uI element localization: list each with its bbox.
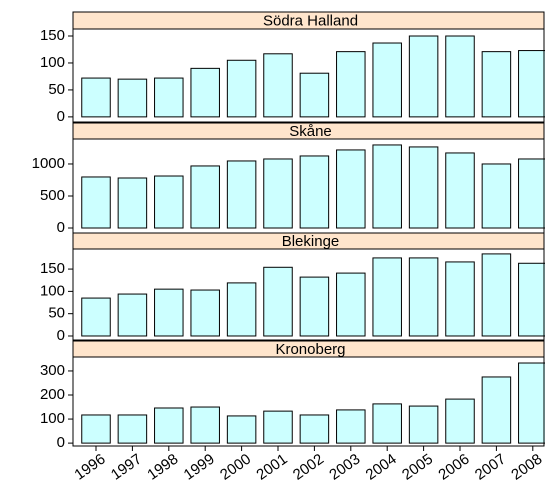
x-tick-label: 1996 <box>71 451 108 484</box>
bar <box>299 155 330 229</box>
bar <box>372 42 402 118</box>
bar <box>226 415 257 444</box>
panel-frame <box>72 356 545 447</box>
bar <box>117 177 148 229</box>
bar <box>481 253 512 337</box>
bar <box>518 158 545 229</box>
x-tick-label: 2003 <box>326 451 363 484</box>
bar <box>190 406 220 444</box>
panel-title: Skåne <box>289 123 332 140</box>
y-tick-label: 50 <box>48 305 65 322</box>
x-tick-label: 2002 <box>290 451 327 484</box>
bar <box>263 410 293 444</box>
bar <box>408 146 439 229</box>
bar <box>518 262 545 337</box>
y-tick-label: 0 <box>57 219 65 236</box>
bar <box>226 160 257 229</box>
y-tick-label: 100 <box>40 410 65 427</box>
bar <box>81 77 111 118</box>
bar <box>190 67 220 118</box>
bar <box>445 398 475 444</box>
bar <box>154 175 184 229</box>
y-tick-label: 0 <box>57 327 65 344</box>
bar <box>154 288 184 337</box>
y-tick-label: 100 <box>40 54 65 71</box>
y-tick-label: 200 <box>40 386 65 403</box>
bar <box>481 376 512 444</box>
bar <box>408 405 439 444</box>
bar <box>299 72 330 118</box>
bar <box>372 144 402 229</box>
bar <box>445 35 475 118</box>
x-tick-label: 1998 <box>144 451 181 484</box>
x-tick-label: 1999 <box>181 451 218 484</box>
y-tick-label: 50 <box>48 81 65 98</box>
bar <box>481 51 512 118</box>
bar <box>518 50 545 118</box>
bar <box>445 261 475 337</box>
y-tick-label: 300 <box>40 362 65 379</box>
y-tick-label: 1000 <box>32 155 65 172</box>
x-tick-label: 2005 <box>399 451 436 484</box>
x-tick-label: 1997 <box>108 451 145 484</box>
x-tick-label: 2001 <box>253 451 290 484</box>
bar <box>190 165 220 229</box>
y-tick-label: 150 <box>40 260 65 277</box>
bar <box>336 409 366 444</box>
y-tick-label: 100 <box>40 282 65 299</box>
bar <box>481 163 512 229</box>
bar <box>154 77 184 118</box>
bar <box>263 53 293 118</box>
bar <box>518 362 545 444</box>
bar <box>336 272 366 337</box>
panel-frame <box>72 248 545 341</box>
x-tick-label: 2000 <box>217 451 254 484</box>
x-tick-label: 2007 <box>472 451 509 484</box>
bar <box>81 414 111 444</box>
x-tick-label: 2006 <box>435 451 472 484</box>
y-tick-label: 150 <box>40 27 65 44</box>
bar <box>408 257 439 337</box>
bar <box>117 414 148 444</box>
x-tick-label: 2004 <box>363 451 400 484</box>
x-tick-label: 2008 <box>508 451 545 484</box>
bar <box>190 289 220 337</box>
panel-frame <box>72 28 545 123</box>
bar <box>226 282 257 337</box>
bar <box>117 78 148 118</box>
bar <box>81 176 111 229</box>
bar <box>445 152 475 229</box>
bar <box>263 266 293 337</box>
bar <box>299 276 330 337</box>
bar <box>154 407 184 444</box>
panel-title: Blekinge <box>282 233 340 250</box>
bar <box>117 293 148 337</box>
y-tick-label: 500 <box>40 187 65 204</box>
bar <box>81 297 111 337</box>
y-tick-label: 0 <box>57 434 65 451</box>
bar <box>372 257 402 337</box>
panel-title: Kronoberg <box>275 341 345 358</box>
y-tick-label: 0 <box>57 108 65 125</box>
bar <box>336 149 366 229</box>
bar <box>336 51 366 118</box>
bar <box>408 35 439 118</box>
panel-title: Södra Halland <box>263 12 358 29</box>
bar <box>372 403 402 444</box>
bar <box>226 59 257 118</box>
bar <box>299 414 330 444</box>
bar <box>263 158 293 229</box>
